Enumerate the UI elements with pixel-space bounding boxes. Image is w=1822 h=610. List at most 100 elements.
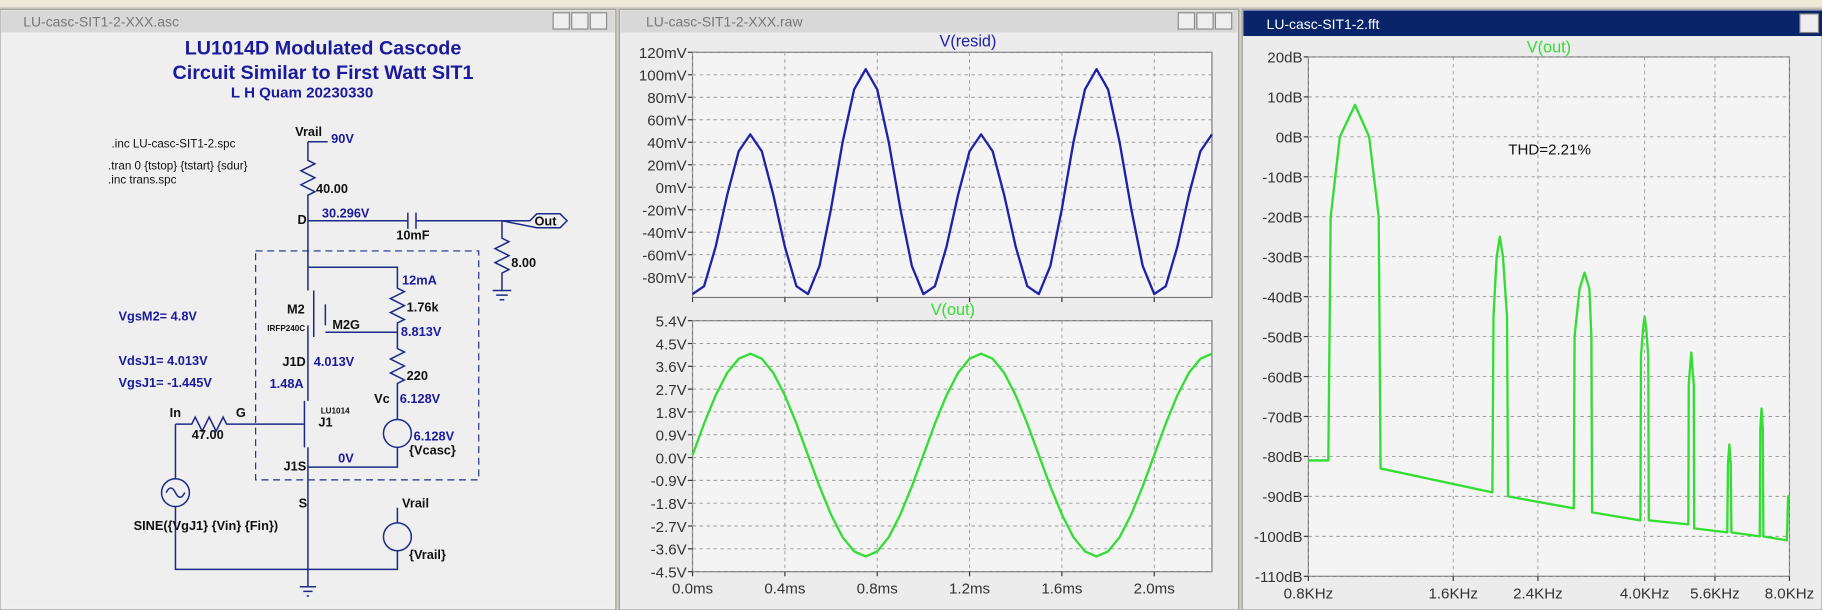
y-tick-label: -40mV (642, 225, 686, 242)
x-tick-label: 0.8ms (857, 581, 898, 598)
schematic-label: 12mA (402, 273, 437, 288)
y-tick-label: 20mV (647, 158, 686, 175)
y-tick-label: -20dB (1262, 210, 1302, 227)
y-tick-label: -60mV (642, 248, 686, 265)
directive: .inc LU-casc-SIT1-2.spc (112, 138, 236, 151)
sine-source (160, 477, 191, 508)
schematic-label: Vrail (295, 124, 322, 139)
schematic-label: 8.813V (401, 324, 442, 339)
wire (299, 140, 512, 301)
schematic-label: {Vcasc} (409, 442, 456, 457)
schematic-label: Out (535, 213, 558, 228)
restore-button[interactable] (571, 12, 589, 30)
y-tick-label: 60mV (647, 113, 686, 130)
dashed-box (255, 250, 480, 481)
annotation: THD=2.21% (1508, 142, 1591, 159)
voltage-source (382, 418, 413, 449)
schematic-label: 220 (407, 368, 428, 383)
y-tick-label: -2.7V (651, 519, 687, 536)
min-button[interactable] (1177, 12, 1196, 30)
y-tick-label: 0.9V (656, 428, 687, 445)
schematic-label: SINE({VgJ1} {Vin} {Fin}) (134, 518, 278, 533)
wire (174, 266, 407, 597)
schematic-label: VdsJ1= 4.013V (119, 353, 209, 368)
title-bar[interactable] (1, 10, 615, 33)
schematic-label: VgsM2= 4.8V (119, 309, 198, 324)
y-tick-label: 1.8V (656, 405, 687, 422)
schematic-label: 40.00 (316, 181, 348, 196)
close-button[interactable] (1214, 12, 1233, 30)
y-tick-label: 20dB (1267, 50, 1302, 67)
y-tick-label: 80mV (647, 90, 686, 107)
restore-button[interactable] (1196, 12, 1214, 30)
schematic-label: J1 (318, 414, 332, 429)
y-tick-label: -0.9V (651, 473, 687, 490)
circuit (160, 140, 569, 597)
voltage-source (382, 522, 413, 552)
plot-area (691, 320, 1213, 573)
schematic-window: LU-casc-SIT1-2-XXX.asc LU1014D Modulated… (0, 8, 617, 610)
close-button[interactable] (589, 12, 608, 30)
y-tick-label: 10dB (1267, 90, 1302, 107)
schematic-label: G (236, 405, 246, 420)
y-tick-label: -80dB (1262, 449, 1302, 466)
directive: .tran 0 {tstop} {tstart} {sdur} (108, 160, 248, 173)
window-title: LU-casc-SIT1-2.fft (1267, 16, 1380, 32)
chart-title: V(out) (931, 301, 975, 319)
y-tick-label: -70dB (1262, 409, 1302, 426)
window-title: LU-casc-SIT1-2-XXX.raw (646, 14, 803, 30)
schematic-label: Vrail (402, 496, 429, 511)
series-line (1308, 103, 1790, 542)
x-tick-label: 8.0KHz (1765, 585, 1815, 602)
schematic-label: 10mF (396, 227, 430, 242)
x-tick-label: 0.4ms (764, 581, 805, 598)
y-tick-label: -4.5V (651, 564, 687, 581)
x-tick-label: 2.0ms (1134, 581, 1175, 598)
y-tick-label: -20mV (642, 203, 686, 220)
y-tick-label: -30dB (1262, 250, 1302, 267)
tab-strip (0, 0, 1822, 7)
schematic-label: 1.48A (270, 376, 304, 391)
title-bar[interactable] (620, 10, 1238, 33)
x-tick-label: 1.6ms (1041, 581, 1082, 598)
title-bar[interactable] (1243, 10, 1822, 37)
y-tick-label: -110dB (1255, 569, 1303, 586)
y-tick-label: 3.6V (656, 359, 687, 376)
y-tick-label: 0mV (656, 180, 687, 197)
schematic-label: 6.128V (400, 391, 441, 406)
y-tick-label: 0.0V (656, 450, 687, 467)
schematic-label: 6.128V (414, 428, 455, 443)
schematic-label: VgsJ1= -1.445V (119, 375, 213, 390)
heading: Circuit Similar to First Watt SIT1 (173, 62, 474, 84)
schematic-label: LU1014 (321, 407, 350, 416)
min-button[interactable] (1799, 13, 1820, 34)
y-tick-label: 5.4V (656, 313, 687, 330)
y-tick-label: 4.5V (656, 336, 687, 353)
x-tick-label: 5.6KHz (1690, 585, 1740, 602)
y-tick-label: -3.6V (651, 542, 687, 559)
y-tick-label: -50dB (1262, 329, 1302, 346)
schematic-label: {Vrail} (409, 547, 446, 562)
schematic-label: 30.296V (322, 205, 370, 220)
y-tick-label: 40mV (647, 135, 686, 152)
x-tick-label: 1.6KHz (1428, 585, 1478, 602)
plot-area (691, 51, 1213, 299)
heading: LU1014D Modulated Cascode (185, 38, 462, 60)
min-button[interactable] (552, 12, 570, 30)
y-tick-label: -90dB (1262, 489, 1302, 506)
out-flag (501, 213, 569, 229)
heading: L H Quam 20230330 (231, 85, 373, 102)
y-tick-label: -40dB (1262, 289, 1302, 306)
schematic-label: S (299, 496, 308, 511)
plot-area (1307, 56, 1791, 577)
x-tick-label: 1.2ms (949, 581, 990, 598)
y-tick-label: 120mV (639, 45, 687, 62)
y-tick-label: -80mV (642, 270, 686, 287)
y-tick-label: -100dB (1254, 529, 1303, 546)
window-title: LU-casc-SIT1-2-XXX.asc (23, 14, 179, 30)
x-tick-label: 4.0KHz (1620, 585, 1670, 602)
schematic-label: In (170, 405, 181, 420)
directive: .inc trans.spc (108, 174, 177, 187)
schematic-label: D (297, 212, 306, 227)
